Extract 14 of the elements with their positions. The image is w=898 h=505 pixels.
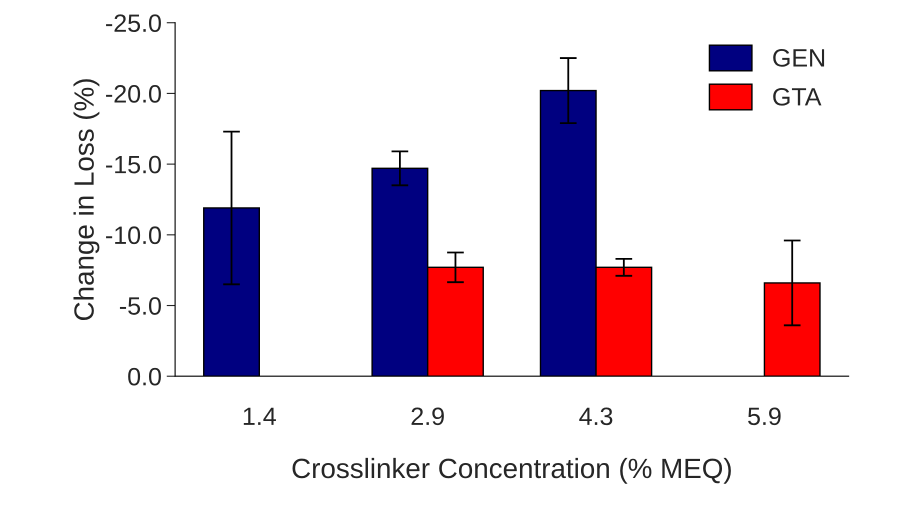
y-tick-label: -5.0 — [120, 297, 161, 315]
y-tick-label: -25.0 — [106, 14, 161, 32]
x-tick-label: 5.9 — [748, 407, 781, 426]
legend-label: GTA — [773, 88, 822, 106]
y-tick-label: -15.0 — [106, 156, 161, 174]
y-axis-title: Change in Loss (%) — [73, 79, 100, 320]
x-axis-title: Crosslinker Concentration (% MEQ) — [292, 458, 731, 484]
x-tick-label: 4.3 — [579, 407, 612, 426]
x-tick-label: 1.4 — [244, 408, 276, 425]
y-tick-label: 0.0 — [128, 368, 161, 386]
x-tick-label: 2.9 — [412, 407, 444, 426]
y-tick-label: -20.0 — [106, 85, 161, 103]
y-tick-label: -10.0 — [106, 226, 161, 244]
legend-label: GEN — [773, 49, 824, 67]
